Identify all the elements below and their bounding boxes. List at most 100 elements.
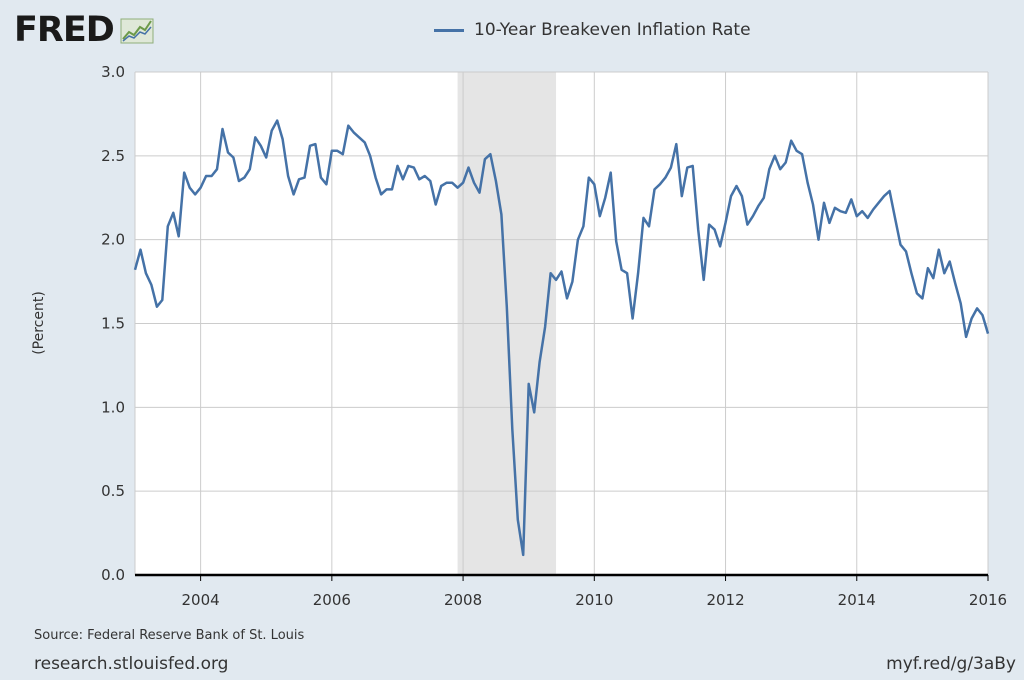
data-point[interactable] [531,409,537,415]
data-point[interactable] [788,138,794,144]
data-point[interactable] [236,178,242,184]
data-point[interactable] [307,143,313,149]
data-point[interactable] [159,297,165,303]
data-point[interactable] [903,248,909,254]
data-point[interactable] [608,170,614,176]
data-point[interactable] [744,222,750,228]
data-point[interactable] [799,151,805,157]
data-point[interactable] [832,205,838,211]
data-point[interactable] [717,243,723,249]
data-point[interactable] [411,165,417,171]
data-point[interactable] [515,517,521,523]
data-point[interactable] [498,212,504,218]
data-point[interactable] [345,123,351,129]
data-point[interactable] [170,210,176,216]
data-point[interactable] [586,175,592,181]
data-point[interactable] [564,295,570,301]
data-point[interactable] [438,183,444,189]
data-point[interactable] [569,279,575,285]
data-point[interactable] [613,238,619,244]
data-point[interactable] [302,175,308,181]
data-point[interactable] [914,290,920,296]
data-point[interactable] [214,166,220,172]
data-point[interactable] [487,151,493,157]
data-point[interactable] [837,208,843,214]
short-url-link[interactable]: myf.red/g/3aBy [886,654,1016,674]
data-point[interactable] [225,150,231,156]
data-point[interactable] [263,155,269,161]
data-point[interactable] [887,188,893,194]
data-point[interactable] [969,316,975,322]
data-point[interactable] [930,275,936,281]
data-point[interactable] [908,270,914,276]
data-point[interactable] [433,202,439,208]
data-point[interactable] [755,203,761,209]
data-point[interactable] [291,191,297,197]
data-point[interactable] [668,165,674,171]
data-point[interactable] [734,183,740,189]
data-point[interactable] [220,126,226,132]
data-point[interactable] [181,170,187,176]
data-point[interactable] [559,269,565,275]
data-point[interactable] [203,173,209,179]
data-point[interactable] [395,163,401,169]
data-point[interactable] [389,186,395,192]
fred-logo[interactable]: FRED [14,10,154,50]
data-point[interactable] [619,267,625,273]
data-point[interactable] [712,227,718,233]
data-point[interactable] [296,176,302,182]
data-point[interactable] [898,242,904,248]
data-point[interactable] [416,176,422,182]
data-point[interactable] [537,359,543,365]
data-point[interactable] [192,191,198,197]
data-point[interactable] [646,223,652,229]
data-point[interactable] [138,247,144,253]
data-point[interactable] [695,227,701,233]
chart-legend[interactable]: 10-Year Breakeven Inflation Rate [434,20,751,40]
data-point[interactable] [723,220,729,226]
data-point[interactable] [602,195,608,201]
data-point[interactable] [482,156,488,162]
data-point[interactable] [652,186,658,192]
data-point[interactable] [936,247,942,253]
data-point[interactable] [553,277,559,283]
data-point[interactable] [679,193,685,199]
data-point[interactable] [198,185,204,191]
data-point[interactable] [148,282,154,288]
data-point[interactable] [471,180,477,186]
data-point[interactable] [821,200,827,206]
data-point[interactable] [427,178,433,184]
data-point[interactable] [941,270,947,276]
data-point[interactable] [351,129,357,135]
data-point[interactable] [334,148,340,154]
data-point[interactable] [526,381,532,387]
data-point[interactable] [466,165,472,171]
data-point[interactable] [777,166,783,172]
data-point[interactable] [963,334,969,340]
data-point[interactable] [477,190,483,196]
data-point[interactable] [766,166,772,172]
data-point[interactable] [958,300,964,306]
data-point[interactable] [165,223,171,229]
data-point[interactable] [826,220,832,226]
data-point[interactable] [444,180,450,186]
data-point[interactable] [624,270,630,276]
data-point[interactable] [449,180,455,186]
data-point[interactable] [323,181,329,187]
data-point[interactable] [919,295,925,301]
data-point[interactable] [892,215,898,221]
data-point[interactable] [854,213,860,219]
data-point[interactable] [509,426,515,432]
data-point[interactable] [591,181,597,187]
data-point[interactable] [176,233,182,239]
data-point[interactable] [187,185,193,191]
data-point[interactable] [143,270,149,276]
data-point[interactable] [673,141,679,147]
data-point[interactable] [460,180,466,186]
data-point[interactable] [252,134,258,140]
data-point[interactable] [947,259,953,265]
data-point[interactable] [952,280,958,286]
data-point[interactable] [925,265,931,271]
data-point[interactable] [367,153,373,159]
data-point[interactable] [269,128,275,134]
